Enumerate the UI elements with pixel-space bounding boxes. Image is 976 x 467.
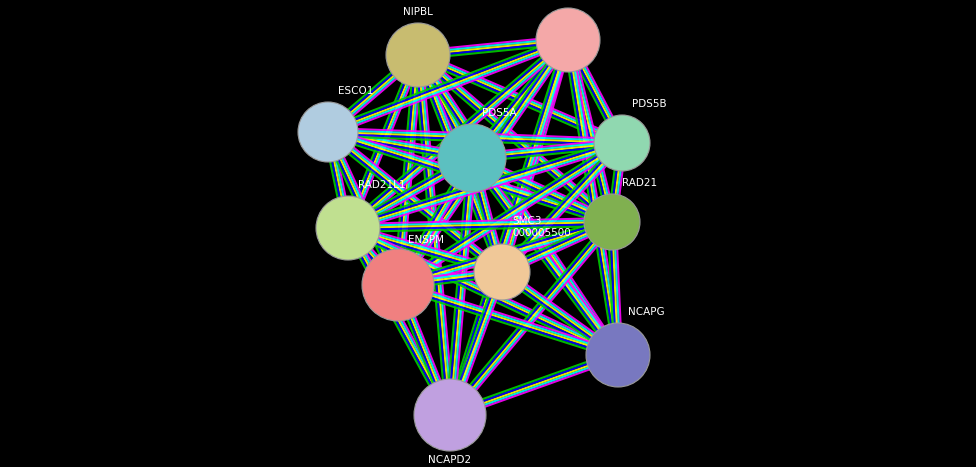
Text: LOC107204891: LOC107204891 xyxy=(538,0,618,2)
Text: SMC3
000005500: SMC3 000005500 xyxy=(512,216,571,238)
Circle shape xyxy=(362,249,434,321)
Text: ESCO1: ESCO1 xyxy=(338,86,374,96)
Circle shape xyxy=(536,8,600,72)
Circle shape xyxy=(414,379,486,451)
Text: RAD21: RAD21 xyxy=(622,178,657,188)
Circle shape xyxy=(584,194,640,250)
Circle shape xyxy=(386,23,450,87)
Circle shape xyxy=(298,102,358,162)
Circle shape xyxy=(438,124,506,192)
Text: ENSPM: ENSPM xyxy=(408,235,444,245)
Circle shape xyxy=(586,323,650,387)
Text: PDS5A: PDS5A xyxy=(482,108,516,118)
Text: RAD21L1: RAD21L1 xyxy=(358,180,405,190)
Circle shape xyxy=(594,115,650,171)
Text: NIPBL: NIPBL xyxy=(403,7,433,17)
Text: NCAPG: NCAPG xyxy=(628,307,665,317)
Circle shape xyxy=(474,244,530,300)
Text: PDS5B: PDS5B xyxy=(632,99,667,109)
Circle shape xyxy=(316,196,380,260)
Text: NCAPD2: NCAPD2 xyxy=(428,455,471,465)
